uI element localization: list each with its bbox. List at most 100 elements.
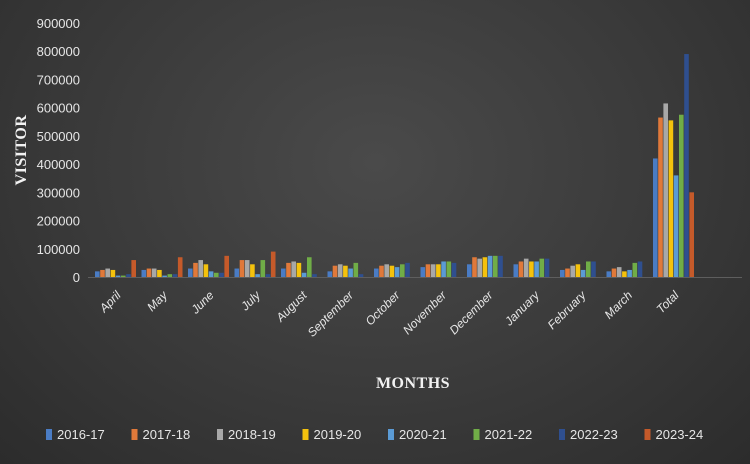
bar-2016-17-November: [420, 267, 426, 277]
legend-swatch: [302, 429, 309, 440]
bar-2016-17-April: [95, 271, 100, 277]
bar-2019-20-September: [343, 265, 348, 277]
bar-2021-22-June: [214, 272, 219, 277]
legend-swatch: [217, 429, 223, 440]
bar-2018-19-April: [105, 268, 110, 277]
bar-2017-18-December: [472, 257, 477, 277]
bar-2022-23-February: [591, 261, 596, 277]
bar-2021-22-October: [400, 264, 405, 277]
bar-2020-21-January: [534, 261, 539, 277]
bar-2022-23-December: [498, 255, 503, 277]
bar-2020-21-April: [115, 275, 121, 277]
bar-2023-24-July: [270, 251, 276, 277]
bar-2020-21-June: [208, 271, 214, 277]
bar-2023-24-Total: [689, 192, 694, 277]
bar-2020-21-August: [301, 272, 307, 277]
x-category-label: January: [501, 288, 543, 330]
bar-2017-18-September: [332, 265, 338, 277]
x-category-label: June: [188, 288, 217, 317]
bar-2019-20-October: [389, 265, 395, 277]
legend-swatch: [473, 429, 480, 440]
bar-2017-18-March: [611, 268, 617, 277]
bar-2017-18-October: [379, 265, 384, 277]
bar-2020-21-July: [255, 274, 260, 277]
bar-2019-20-May: [157, 269, 162, 277]
legend-label: 2017-18: [143, 427, 191, 442]
bar-2018-19-February: [570, 265, 575, 277]
bar-2021-22-Total: [679, 114, 684, 277]
x-category-label: December: [447, 288, 497, 338]
bar-2023-24-April: [131, 260, 136, 277]
legend-swatch: [644, 429, 651, 440]
bar-2022-23-January: [544, 258, 550, 277]
bar-2022-23-November: [451, 262, 457, 277]
bar-2016-17-February: [560, 269, 565, 277]
y-tick-label: 600000: [37, 101, 80, 116]
bar-2019-20-November: [436, 264, 441, 277]
bar-2018-19-July: [244, 260, 250, 277]
bar-2019-20-January: [529, 261, 534, 277]
bar-2020-21-Total: [673, 175, 679, 277]
y-axis-title: VISITOR: [13, 115, 30, 186]
y-tick-label: 300000: [37, 185, 80, 200]
y-tick-label: 800000: [37, 44, 80, 59]
bar-2023-24-May: [177, 257, 183, 277]
bar-2022-23-August: [312, 274, 317, 277]
bar-2018-19-December: [477, 258, 482, 277]
bar-2020-21-October: [394, 267, 400, 277]
bar-2019-20-February: [575, 264, 581, 277]
x-category-label: September: [305, 288, 357, 340]
bar-2020-21-December: [487, 255, 493, 277]
bar-2021-22-May: [167, 274, 173, 277]
bar-2021-22-September: [353, 262, 359, 277]
bar-2019-20-June: [203, 264, 209, 277]
bar-2020-21-February: [580, 269, 586, 277]
bar-2016-17-March: [606, 271, 612, 277]
bar-2021-22-March: [632, 262, 638, 277]
x-category-label: May: [144, 288, 171, 315]
bar-2017-18-August: [286, 262, 291, 277]
bar-2017-18-Total: [658, 117, 663, 278]
x-category-label: April: [96, 288, 124, 316]
bar-2017-18-November: [425, 264, 431, 277]
bar-2016-17-December: [467, 264, 472, 277]
legend-swatch: [46, 429, 52, 440]
x-category-label: October: [363, 288, 404, 329]
bar-2016-17-Total: [653, 158, 658, 277]
y-tick-label: 500000: [37, 129, 80, 144]
bar-2016-17-October: [374, 268, 379, 277]
bar-2023-24-June: [224, 255, 229, 277]
y-tick-label: 700000: [37, 72, 80, 87]
legend-label: 2020-21: [399, 427, 447, 442]
bar-2022-23-October: [405, 262, 410, 277]
bar-2019-20-August: [296, 262, 302, 277]
bar-2021-22-December: [493, 255, 498, 277]
bar-2016-17-September: [327, 271, 333, 277]
bar-2022-23-Total: [684, 54, 689, 277]
legend-label: 2021-22: [485, 427, 533, 442]
bar-2022-23-May: [172, 274, 178, 277]
bar-2021-22-August: [307, 257, 312, 277]
bar-2019-20-July: [250, 264, 255, 277]
bar-2016-17-June: [188, 268, 193, 277]
x-category-label: August: [273, 288, 310, 325]
bar-2016-17-July: [234, 268, 240, 277]
bar-2020-21-March: [627, 269, 632, 277]
legend-label: 2016-17: [57, 427, 105, 442]
bar-2016-17-May: [141, 269, 147, 277]
x-category-label: Total: [654, 288, 682, 316]
y-tick-label: 900000: [37, 16, 80, 31]
legend-label: 2019-20: [314, 427, 362, 442]
bar-2021-22-February: [586, 261, 591, 277]
bar-2018-19-November: [430, 264, 436, 277]
bar-2022-23-March: [637, 261, 643, 277]
legend-swatch: [131, 429, 138, 440]
bar-2018-19-January: [523, 258, 529, 277]
y-tick-label: 100000: [37, 242, 80, 257]
bar-2021-22-January: [539, 258, 545, 277]
bar-2020-21-May: [162, 275, 167, 277]
bar-2018-19-September: [337, 264, 343, 277]
bar-2019-20-Total: [668, 120, 674, 277]
